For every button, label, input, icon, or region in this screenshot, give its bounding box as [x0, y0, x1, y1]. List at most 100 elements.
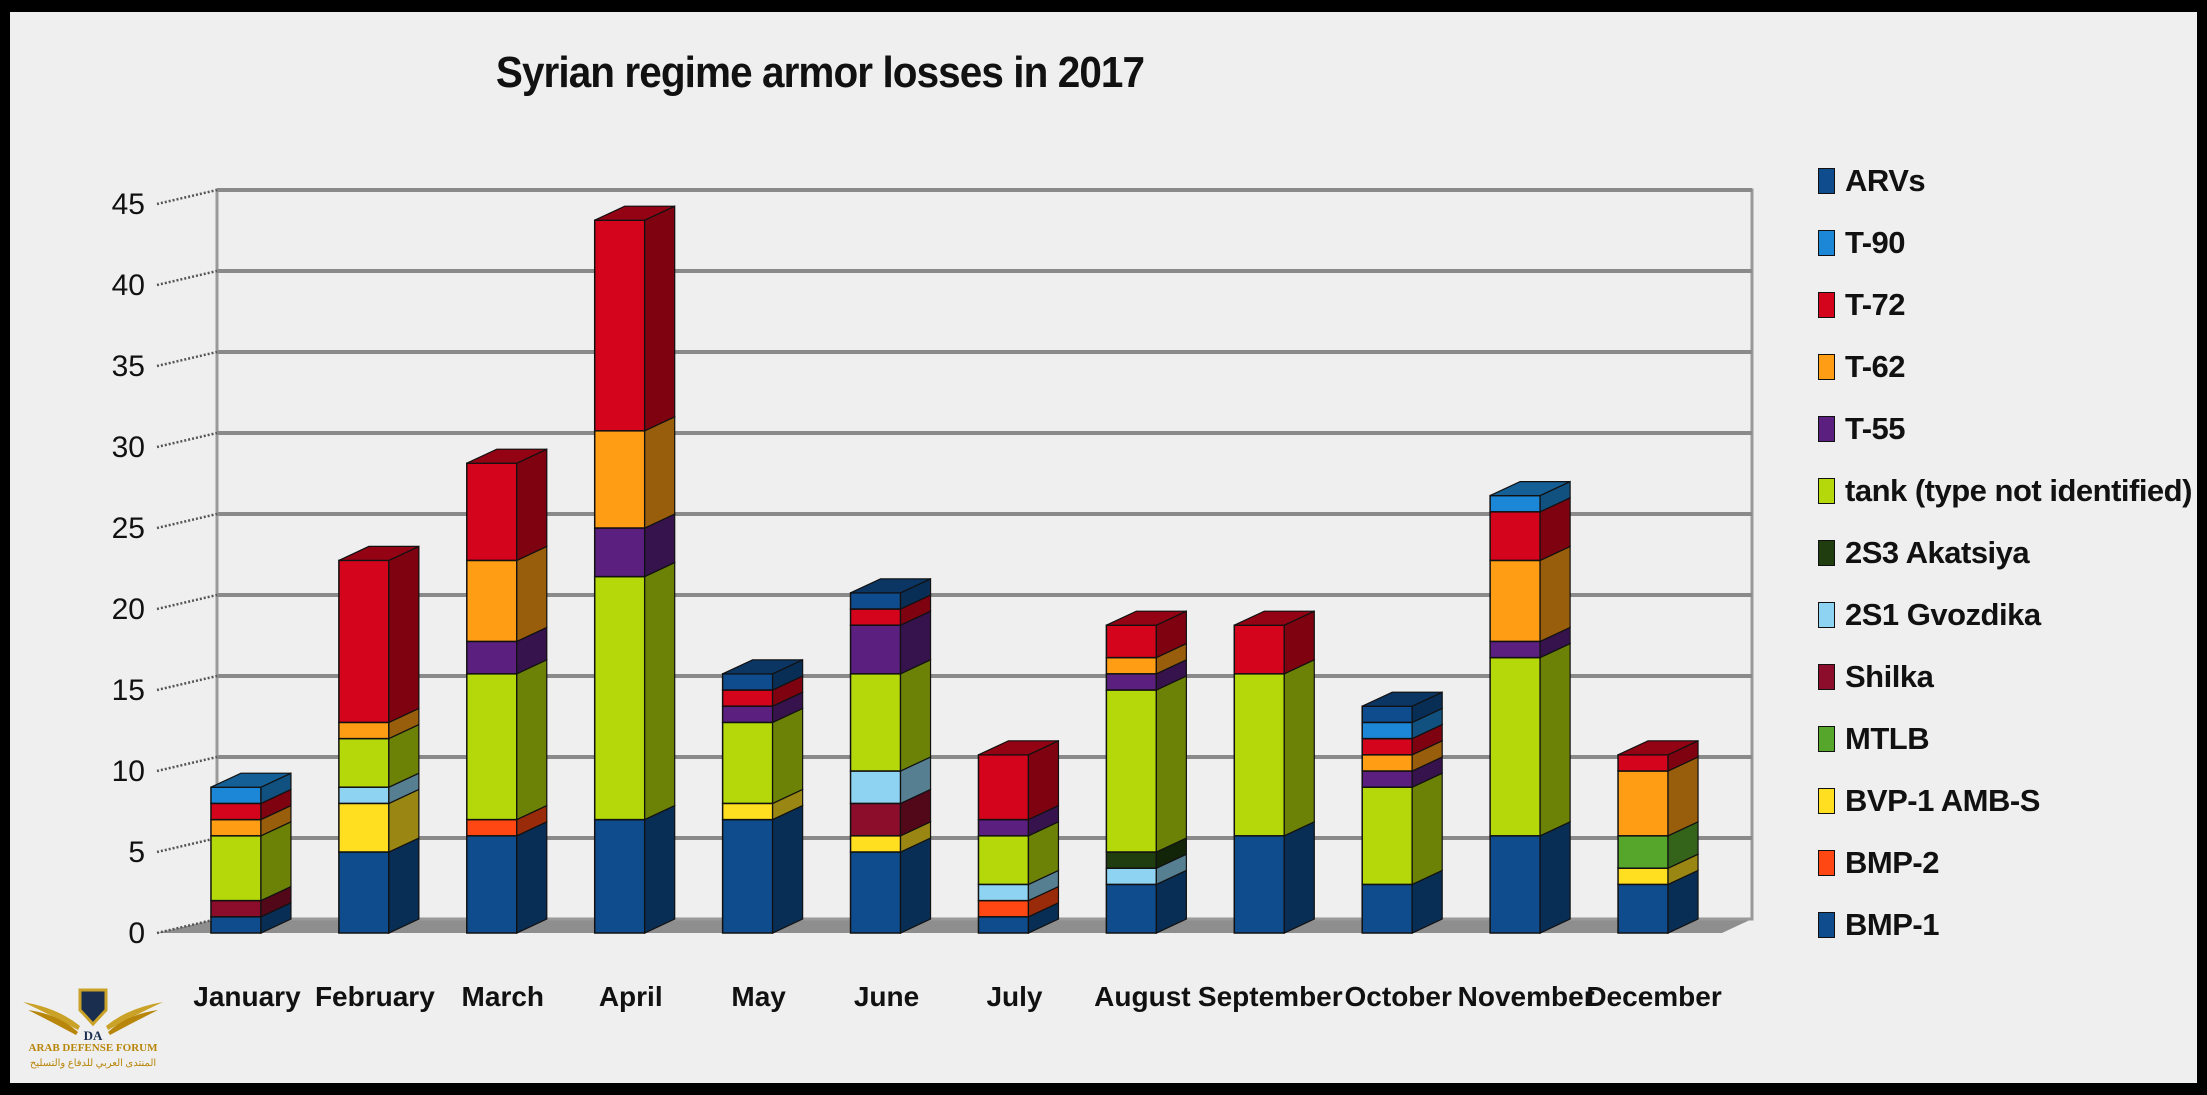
bar-segment: [849, 837, 932, 934]
bar-segment-front: [593, 527, 646, 578]
floor-plane: [157, 919, 1752, 933]
bar-segment: [977, 804, 1060, 837]
bar-segment-front: [210, 835, 262, 902]
winged-shield-logo: DA: [23, 988, 163, 1043]
bar-segment-front: [1361, 754, 1413, 772]
bar-segment: [977, 885, 1060, 918]
bar-segment: [1489, 820, 1571, 934]
bar-segment: [466, 545, 548, 643]
legend-label: T-90: [1845, 225, 1906, 260]
legend-item: T-90: [1818, 212, 2198, 274]
bar-segment-front: [338, 786, 390, 805]
bar-segment: [849, 658, 932, 772]
bar-segment-front: [849, 770, 902, 805]
y-axis-depth-tick: [156, 188, 218, 206]
bar-segment: [210, 901, 292, 934]
legend-label: BMP-2: [1845, 845, 1939, 880]
legend-swatch: [1818, 540, 1835, 566]
bar-segment-front: [1617, 835, 1669, 869]
legend-swatch: [1818, 168, 1835, 194]
y-tick-label: 10: [112, 755, 145, 788]
bar-segment-front: [977, 754, 1030, 821]
bar-top-cap: [338, 545, 420, 562]
bar-segment: [338, 545, 420, 724]
y-axis-depth-tick: [156, 674, 218, 692]
legend-label: tank (type not identified): [1845, 473, 2192, 508]
bar-stack-september: [1233, 610, 1315, 934]
bar-segment-front: [849, 802, 902, 837]
bar-stack-january: [210, 772, 292, 934]
bar-segment: [1617, 869, 1699, 934]
bar-top-cap: [1489, 481, 1571, 497]
bar-segment-side: [516, 658, 548, 821]
bar-segment-front: [721, 689, 774, 707]
bar-segment: [1489, 545, 1571, 643]
bar-top-cap: [1617, 740, 1699, 756]
y-tick-label: 5: [128, 836, 145, 869]
y-tick-label: 15: [112, 674, 145, 707]
arab-defense-forum-watermark: DA ARAB DEFENSE FORUM المنتدى العربي للد…: [18, 980, 168, 1080]
x-tick-label: January: [193, 981, 301, 1012]
bar-segment-side: [644, 415, 676, 529]
bar-segment: [849, 577, 932, 610]
bar-segment-front: [977, 899, 1030, 918]
bar-segment-front: [1489, 494, 1541, 513]
bar-segment-front: [338, 559, 390, 724]
legend-swatch: [1818, 664, 1835, 690]
bar-segment-side: [516, 545, 548, 643]
bar-segment: [1361, 707, 1443, 740]
bar-segment-front: [593, 219, 646, 432]
y-tick-label: 20: [112, 593, 145, 626]
x-tick-label: February: [315, 981, 435, 1012]
legend-label: T-62: [1845, 349, 1906, 384]
bar-top-cap: [850, 578, 931, 594]
bar-segment-front: [977, 883, 1030, 902]
bar-segment: [466, 448, 548, 562]
bar-segment-front: [849, 608, 902, 626]
bar-segment-front: [1233, 624, 1286, 675]
y-tick-label: 40: [112, 269, 145, 302]
bar-segment-side: [644, 205, 676, 432]
bar-segment: [466, 820, 548, 934]
bar-segment-front: [1489, 511, 1541, 562]
y-axis-depth-tick: [156, 269, 218, 287]
bar-segment: [210, 885, 292, 918]
watermark-name-en: ARAB DEFENSE FORUM: [28, 1042, 158, 1054]
bar-top-cap: [1361, 691, 1443, 707]
bar-segment-front: [210, 786, 262, 805]
bar-segment: [1489, 480, 1571, 513]
legend-label: BVP-1 AMB-S: [1845, 783, 2040, 818]
bar-top-cap: [466, 448, 548, 464]
y-tick-label: 0: [128, 917, 145, 950]
legend-swatch: [1818, 726, 1835, 752]
bar-segment-front: [338, 851, 390, 934]
bar-segment: [1489, 496, 1571, 562]
bar-segment-front: [1361, 770, 1413, 788]
bar-segment: [1105, 853, 1187, 886]
bar-segment-front: [1105, 673, 1158, 691]
bar-segment: [1105, 675, 1187, 853]
bar-segment: [210, 820, 292, 902]
y-tick-label: 45: [112, 188, 145, 221]
bar-stack-march: [466, 448, 548, 934]
bar-segment-front: [338, 802, 390, 853]
bar-segment-side: [772, 804, 804, 934]
bar-stack-june: [849, 577, 932, 934]
bar-segment-front: [977, 916, 1030, 934]
bar-top-cap: [1106, 610, 1187, 626]
legend-swatch: [1818, 354, 1835, 380]
bar-segment-front: [1489, 559, 1541, 643]
bar-segment: [1489, 642, 1571, 837]
bar-stack-may: [721, 658, 804, 934]
bar-stack-february: [338, 545, 420, 934]
bar-segment-front: [466, 818, 518, 837]
bar-segment-front: [1617, 770, 1669, 837]
bar-segment-front: [1489, 656, 1541, 837]
legend-item: BMP-1: [1818, 894, 2198, 956]
bar-segment: [466, 658, 548, 821]
bar-segment-side: [899, 658, 932, 772]
bar-segment-front: [1105, 624, 1158, 659]
bar-segment: [338, 723, 420, 789]
bar-segment-front: [593, 430, 646, 529]
y-axis-depth-tick: [156, 755, 218, 773]
